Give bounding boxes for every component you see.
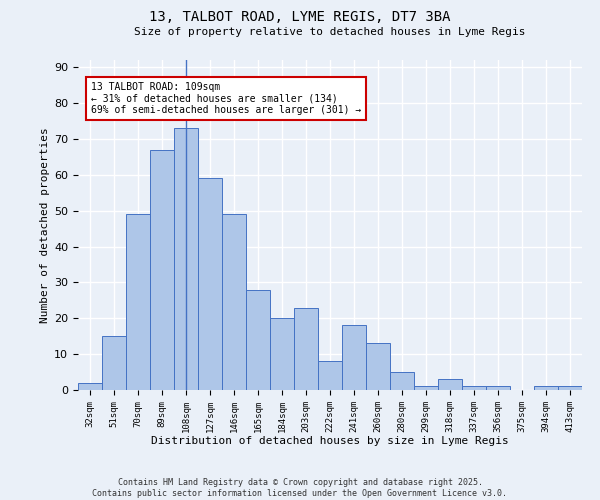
Bar: [318, 362, 342, 390]
Bar: [246, 290, 270, 390]
Bar: [558, 386, 582, 390]
Bar: [126, 214, 150, 390]
Bar: [342, 326, 366, 390]
Title: Size of property relative to detached houses in Lyme Regis: Size of property relative to detached ho…: [134, 27, 526, 37]
Text: 13, TALBOT ROAD, LYME REGIS, DT7 3BA: 13, TALBOT ROAD, LYME REGIS, DT7 3BA: [149, 10, 451, 24]
Bar: [78, 383, 102, 390]
Bar: [390, 372, 414, 390]
Text: Contains HM Land Registry data © Crown copyright and database right 2025.
Contai: Contains HM Land Registry data © Crown c…: [92, 478, 508, 498]
Bar: [414, 386, 438, 390]
X-axis label: Distribution of detached houses by size in Lyme Regis: Distribution of detached houses by size …: [151, 436, 509, 446]
Bar: [222, 214, 246, 390]
Bar: [486, 386, 510, 390]
Bar: [270, 318, 294, 390]
Bar: [462, 386, 486, 390]
Bar: [366, 344, 390, 390]
Bar: [174, 128, 198, 390]
Y-axis label: Number of detached properties: Number of detached properties: [40, 127, 50, 323]
Bar: [294, 308, 318, 390]
Text: 13 TALBOT ROAD: 109sqm
← 31% of detached houses are smaller (134)
69% of semi-de: 13 TALBOT ROAD: 109sqm ← 31% of detached…: [91, 82, 361, 114]
Bar: [534, 386, 558, 390]
Bar: [102, 336, 126, 390]
Bar: [198, 178, 222, 390]
Bar: [150, 150, 174, 390]
Bar: [438, 379, 462, 390]
